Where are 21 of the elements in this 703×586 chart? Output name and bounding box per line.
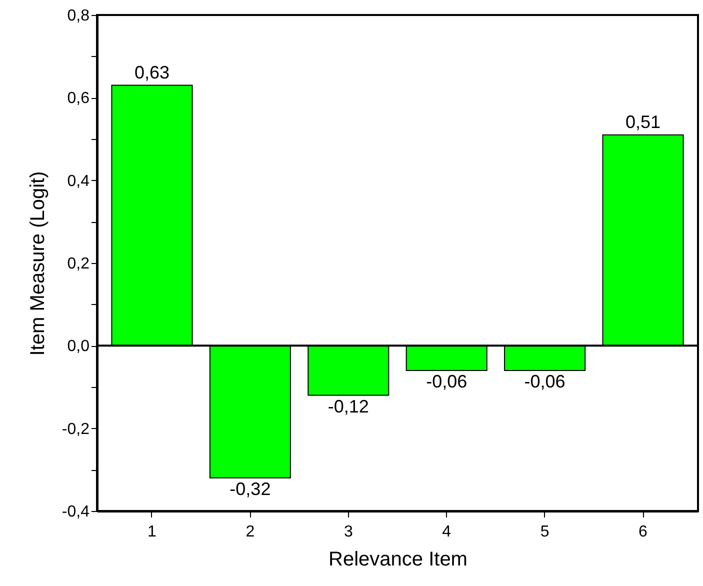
x-tick-label: 1 <box>148 524 157 540</box>
y-tick-label: 0,8 <box>67 8 90 24</box>
data-label: -0,12 <box>328 396 369 416</box>
x-tick-label: 2 <box>246 524 255 540</box>
x-tick-label: 6 <box>638 524 648 540</box>
y-axis-title: Item Measure (Logit) <box>26 171 49 356</box>
data-label: 0,63 <box>134 62 170 82</box>
x-tick-label: 3 <box>344 524 353 540</box>
y-tick-label: 0,2 <box>67 256 90 272</box>
data-label: 0,51 <box>625 112 661 132</box>
y-tick-label: 0,4 <box>67 172 90 190</box>
x-axis-title: Relevance Item <box>328 548 468 570</box>
x-tick-label: 4 <box>442 524 452 540</box>
y-tick-label: 0,0 <box>67 338 90 356</box>
data-label: -0,32 <box>230 478 271 499</box>
y-tick-label: 0,6 <box>67 90 90 108</box>
x-tick-label: 5 <box>540 524 550 540</box>
data-label: -0,06 <box>524 371 566 392</box>
y-tick-label: -0,4 <box>62 504 90 520</box>
y-tick-label: -0,2 <box>62 420 90 438</box>
data-label: -0,06 <box>426 371 468 392</box>
